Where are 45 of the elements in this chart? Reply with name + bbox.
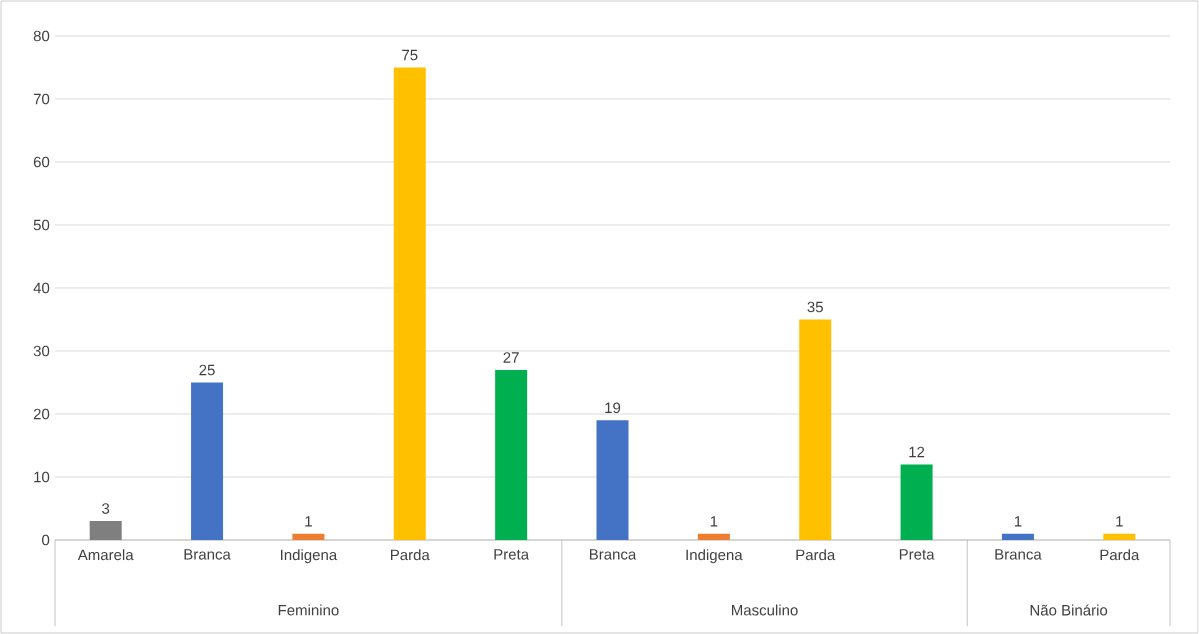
data-label: 12: [909, 446, 925, 458]
data-label: 19: [605, 402, 621, 414]
y-tick-label: 10: [34, 471, 50, 483]
text: Masculino: [732, 604, 798, 616]
data-label: 1: [1014, 516, 1022, 527]
x-tick-label: Indigena: [281, 549, 338, 564]
bar: [1103, 533, 1136, 540]
x-tick-label: Preta: [494, 549, 530, 560]
bar: [596, 420, 629, 540]
bar: [89, 521, 122, 540]
y-tick-label: 30: [33, 345, 50, 357]
data-label: 25: [199, 364, 215, 376]
y-tick-label: 50: [33, 219, 50, 231]
data-label: 1: [710, 516, 718, 527]
x-tick-label: Preta: [899, 549, 935, 560]
x-tick-label: Parda: [1100, 549, 1140, 561]
data-label: 75: [402, 49, 418, 61]
data-label: 1: [305, 516, 312, 527]
bar: [697, 533, 730, 540]
x-tick-label: Branca: [995, 549, 1042, 560]
bar: [900, 464, 933, 540]
bar: [191, 382, 224, 540]
bar: [799, 319, 832, 540]
x-tick-label: Parda: [796, 549, 836, 561]
y-tick-label: 40: [33, 282, 50, 294]
bar: [1001, 533, 1034, 540]
y-tick-label: 70: [33, 93, 50, 105]
bar: [292, 533, 325, 540]
x-tick-label: Amarela: [77, 549, 134, 561]
x-tick-label: Branca: [184, 549, 231, 560]
x-tick-label: Parda: [390, 549, 430, 561]
data-label: 35: [807, 301, 823, 313]
x-tick-label: Indigena: [686, 549, 743, 564]
data-label: 3: [102, 503, 110, 514]
bar: [495, 369, 528, 540]
text: Não Binário: [1030, 604, 1108, 616]
bar: [393, 67, 426, 540]
y-tick-label: 0: [42, 534, 50, 546]
y-tick-label: 20: [33, 408, 50, 420]
data-label: 27: [503, 352, 519, 363]
text: Feminino: [278, 604, 339, 616]
y-tick-label: 80: [33, 30, 50, 42]
y-tick-label: 60: [33, 156, 50, 168]
x-tick-label: Branca: [589, 549, 637, 560]
data-label: 1: [1116, 516, 1123, 527]
